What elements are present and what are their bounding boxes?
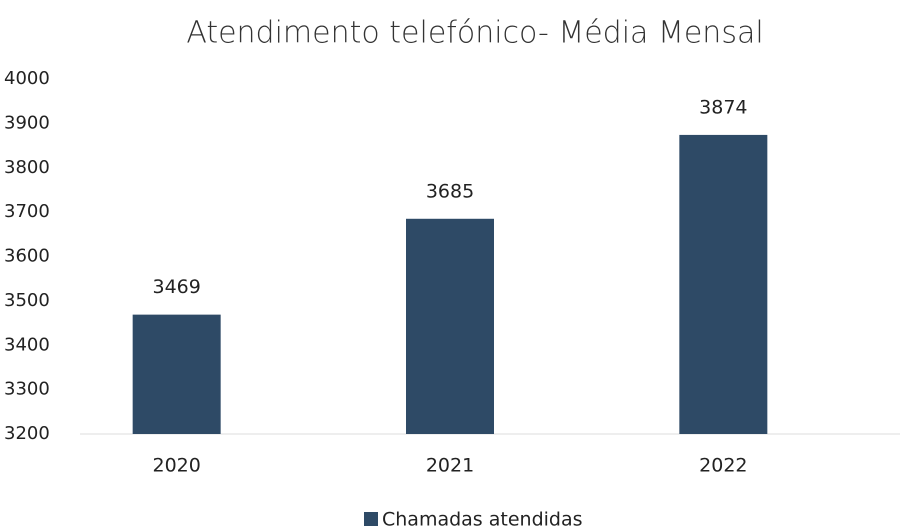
- x-tick-label: 2022: [699, 455, 747, 477]
- y-tick-label: 3600: [4, 246, 50, 267]
- x-tick-label: 2021: [426, 455, 474, 477]
- data-label: 3685: [426, 180, 474, 202]
- bar: [132, 314, 221, 434]
- legend-label: Chamadas atendidas: [382, 509, 583, 531]
- y-tick-label: 3800: [4, 157, 50, 178]
- y-tick-label: 3500: [4, 290, 50, 311]
- chart-title: Atendimento telefónico- Média Mensal: [186, 16, 763, 51]
- bar: [679, 134, 768, 434]
- y-tick-label: 3700: [4, 201, 50, 222]
- data-label: 3469: [152, 276, 200, 298]
- y-tick-label: 4000: [4, 68, 50, 89]
- x-tick-label: 2020: [152, 455, 200, 477]
- y-tick-label: 3200: [4, 423, 50, 444]
- y-tick-label: 3300: [4, 379, 50, 400]
- data-label: 3874: [699, 96, 747, 118]
- legend-swatch: [364, 512, 378, 526]
- y-tick-label: 3400: [4, 334, 50, 355]
- bar: [406, 218, 494, 434]
- y-tick-label: 3900: [4, 112, 50, 133]
